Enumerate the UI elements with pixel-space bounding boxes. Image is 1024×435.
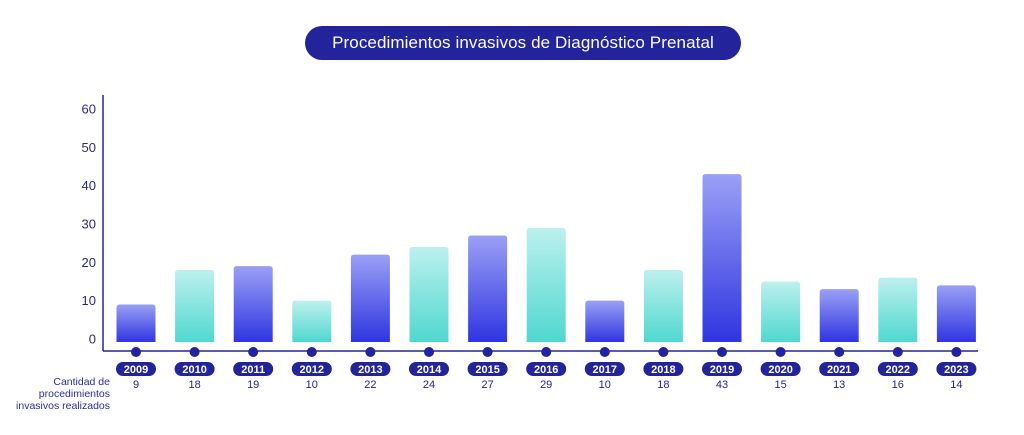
x-axis-dot — [189, 347, 200, 357]
x-axis-dot — [248, 347, 259, 357]
value-label: 15 — [774, 379, 786, 391]
x-axis-dot — [365, 347, 376, 357]
year-label: 2010 — [182, 364, 206, 376]
bar-2021 — [819, 289, 859, 342]
year-label: 2020 — [768, 364, 792, 376]
y-tick-label: 30 — [82, 217, 96, 232]
x-axis-dot — [599, 347, 610, 357]
year-label: 2011 — [241, 364, 265, 376]
year-pill — [233, 362, 274, 376]
value-label: 18 — [657, 379, 669, 391]
bar-2018 — [643, 270, 683, 342]
x-axis-dot — [482, 347, 493, 357]
year-pill — [584, 362, 625, 376]
year-pill — [643, 362, 684, 376]
value-label: 22 — [364, 379, 376, 391]
bar-2010 — [175, 270, 215, 342]
x-axis-dot — [541, 347, 552, 357]
value-label: 14 — [950, 379, 962, 391]
value-label: 19 — [247, 379, 259, 391]
value-label: 24 — [423, 379, 435, 391]
chart-title: Procedimientos invasivos de Diagnóstico … — [305, 26, 741, 60]
x-axis-dot — [775, 347, 786, 357]
bar-2012 — [292, 300, 332, 342]
year-label: 2021 — [827, 364, 851, 376]
value-label: 18 — [188, 379, 200, 391]
value-row-label-line-3: invasivos realizados — [16, 400, 110, 412]
bar-2023 — [936, 285, 976, 342]
bar-2014 — [409, 247, 449, 342]
y-tick-label: 10 — [82, 293, 96, 308]
y-tick-label: 60 — [82, 102, 96, 117]
year-label: 2023 — [944, 364, 968, 376]
x-axis: 2009 9 2010 18 2011 19 2012 10 2013 22 2014 24 2015 2… — [103, 347, 978, 391]
value-label: 10 — [599, 379, 611, 391]
year-pill — [936, 362, 977, 376]
year-pill — [467, 362, 508, 376]
y-tick-label: 40 — [82, 178, 96, 193]
value-label: 9 — [133, 379, 139, 391]
x-axis-dot — [658, 347, 669, 357]
value-row-label-line-1: Cantidad de — [53, 376, 110, 388]
x-axis-dot — [424, 347, 434, 357]
bar-2016 — [526, 227, 566, 342]
value-row-label: Cantidad de procedimientos invasivos rea… — [10, 376, 110, 412]
value-row-label-line-2: procedimientos — [38, 388, 110, 400]
y-tick-label: 20 — [82, 255, 96, 270]
x-axis-dot — [834, 347, 845, 357]
year-pill — [526, 362, 567, 376]
year-label: 2013 — [358, 364, 382, 376]
x-axis-dot — [717, 347, 727, 357]
year-pill — [174, 362, 215, 376]
year-label: 2015 — [475, 364, 499, 376]
year-label: 2016 — [534, 364, 558, 376]
value-label: 27 — [481, 379, 493, 391]
year-label: 2018 — [651, 364, 675, 376]
year-label: 2017 — [593, 364, 617, 376]
year-pill — [350, 362, 391, 376]
x-axis-dot — [951, 347, 962, 357]
year-label: 2009 — [124, 364, 148, 376]
bar-2011 — [233, 266, 273, 342]
x-axis-dot — [131, 347, 141, 357]
value-label: 10 — [306, 379, 318, 391]
year-pill — [877, 362, 918, 376]
y-axis: 0 10 20 30 40 50 60 — [82, 95, 104, 351]
x-axis-dot — [306, 347, 317, 357]
year-label: 2012 — [300, 364, 324, 376]
year-pill — [819, 362, 860, 376]
x-axis-dot — [892, 347, 903, 357]
bar-2017 — [585, 300, 625, 342]
year-label: 2019 — [710, 364, 734, 376]
value-label: 13 — [833, 379, 845, 391]
year-pill — [760, 362, 801, 376]
bar-2009 — [116, 304, 156, 342]
bar-2022 — [878, 277, 918, 342]
bar-2019 — [702, 174, 742, 342]
value-label: 43 — [716, 379, 728, 391]
bar-2020 — [761, 281, 801, 342]
year-label: 2022 — [886, 364, 910, 376]
year-pill — [702, 362, 742, 376]
y-tick-label: 50 — [82, 140, 96, 155]
bar-2015 — [468, 235, 508, 342]
value-label: 29 — [540, 379, 552, 391]
value-label: 16 — [892, 379, 904, 391]
year-pill — [116, 362, 156, 376]
y-tick-label: 0 — [89, 332, 96, 347]
bar-2013 — [350, 254, 390, 342]
year-pill — [409, 362, 449, 376]
year-label: 2014 — [417, 364, 442, 376]
bars — [116, 174, 976, 342]
year-pill — [291, 362, 332, 376]
